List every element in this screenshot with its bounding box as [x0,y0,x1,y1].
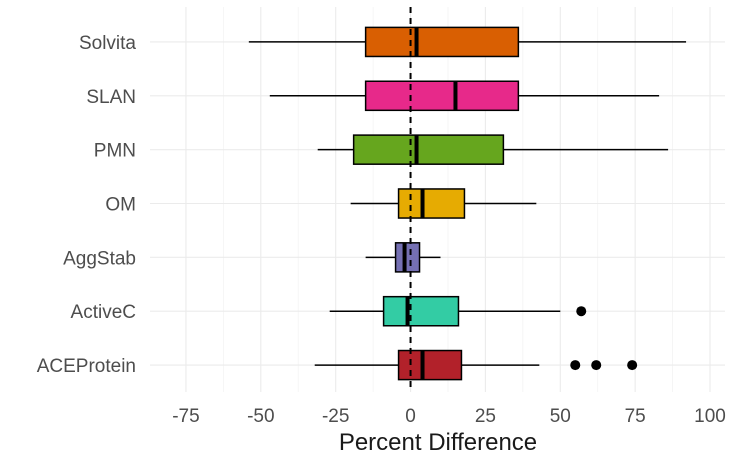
category-label-PMN: PMN [94,141,136,162]
x-tick-label-0: -75 [172,406,199,427]
box-rect-Solvita [364,26,520,58]
category-labels-layer: Solvita SLAN PMN OM AggStab ActiveC ACEProtein [37,33,137,377]
box-rect-SLAN [364,80,520,112]
category-label-AggStab: AggStab [63,248,136,269]
category-label-ACEProtein: ACEProtein [37,356,136,377]
box-rect-ACEProtein [397,349,463,381]
box-rect-ActiveC [382,295,460,327]
box-Solvita [248,26,687,58]
category-label-Solvita: Solvita [79,33,136,54]
x-tick-label-1: -50 [247,406,274,427]
category-label-ActiveC: ActiveC [71,302,136,323]
box-rect-OM [397,188,466,219]
x-tick-label-4: 25 [475,406,496,427]
x-tick-label-2: -25 [322,406,349,427]
box-PMN [317,134,669,165]
category-label-SLAN: SLAN [86,87,136,108]
outlier-ACEProtein-2 [627,360,638,371]
x-tick-label-6: 75 [625,406,646,427]
x-tick-label-5: 50 [550,406,571,427]
outlier-ACEProtein-0 [570,360,581,371]
outlier-ActiveC-0 [576,306,587,317]
category-label-OM: OM [105,195,136,216]
box-SLAN [269,80,660,112]
x-tick-labels-layer: -75 -50 -25 0 25 50 75 100 [172,406,726,427]
outlier-ACEProtein-1 [591,360,602,371]
boxes-layer [248,26,687,381]
box-AggStab [365,242,441,273]
x-axis-title: Percent Difference [339,429,537,456]
box-rect-AggStab [394,242,421,273]
box-rect-PMN [352,134,505,165]
x-tick-label-7: 100 [694,406,726,427]
box-OM [350,188,537,219]
box-ActiveC [329,295,587,327]
box-ACEProtein [314,349,638,381]
x-tick-label-3: 0 [405,406,416,427]
